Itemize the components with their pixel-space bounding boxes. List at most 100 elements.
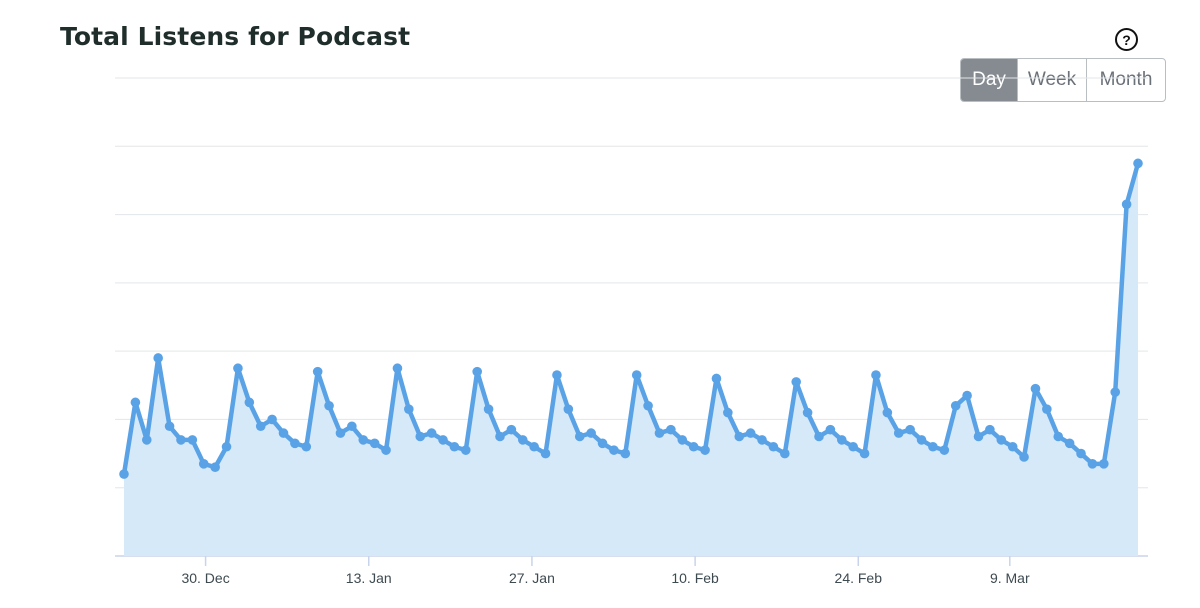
data-point bbox=[1110, 387, 1121, 397]
data-point bbox=[916, 435, 927, 445]
x-tick-label: 27. Jan bbox=[509, 570, 555, 586]
data-point bbox=[347, 421, 357, 432]
data-point bbox=[597, 438, 608, 449]
data-point bbox=[324, 400, 334, 411]
data-point bbox=[233, 363, 243, 374]
x-tick-label: 13. Jan bbox=[346, 570, 392, 586]
data-point bbox=[540, 448, 551, 459]
data-point bbox=[654, 428, 665, 438]
series-area bbox=[124, 163, 1138, 556]
data-point bbox=[1053, 431, 1064, 442]
data-point bbox=[848, 441, 858, 452]
data-point bbox=[517, 435, 528, 445]
data-point bbox=[791, 377, 802, 387]
data-point bbox=[244, 397, 255, 408]
data-point bbox=[210, 462, 220, 473]
data-point bbox=[552, 370, 562, 380]
data-point bbox=[1076, 448, 1086, 459]
data-point bbox=[1042, 404, 1052, 414]
data-point bbox=[290, 438, 300, 449]
data-point bbox=[460, 445, 471, 455]
page-title: Total Listens for Podcast bbox=[60, 22, 411, 51]
data-point bbox=[187, 435, 198, 445]
range-month-button[interactable]: Month bbox=[1099, 69, 1153, 90]
data-point bbox=[985, 424, 995, 435]
data-point bbox=[666, 424, 676, 435]
data-point bbox=[893, 428, 904, 438]
data-point bbox=[757, 435, 767, 445]
data-point bbox=[278, 428, 289, 438]
data-point bbox=[768, 441, 779, 452]
data-point bbox=[404, 404, 414, 414]
data-point bbox=[928, 441, 938, 452]
x-tick-label: 9. Mar bbox=[990, 570, 1030, 586]
data-point bbox=[734, 431, 745, 442]
data-point bbox=[483, 404, 494, 414]
data-point bbox=[1064, 438, 1075, 449]
data-point bbox=[301, 441, 312, 452]
data-point bbox=[939, 445, 950, 455]
data-point bbox=[859, 448, 870, 459]
data-point bbox=[574, 431, 585, 442]
data-point bbox=[255, 421, 266, 432]
question-circle-icon[interactable]: ? bbox=[1115, 28, 1138, 51]
data-point bbox=[996, 435, 1007, 445]
data-point bbox=[609, 445, 619, 455]
data-point bbox=[335, 428, 346, 438]
data-point bbox=[392, 363, 403, 374]
data-point bbox=[198, 459, 209, 469]
x-tick-label: 30. Dec bbox=[181, 570, 229, 586]
data-point bbox=[221, 441, 232, 452]
data-point bbox=[1007, 441, 1018, 452]
data-point bbox=[495, 431, 505, 442]
data-point bbox=[426, 428, 437, 438]
data-point bbox=[871, 370, 881, 380]
data-point bbox=[780, 448, 790, 459]
data-point bbox=[1121, 199, 1132, 210]
x-tick-label: 10. Feb bbox=[671, 570, 719, 586]
data-point bbox=[973, 431, 984, 442]
data-point bbox=[119, 469, 129, 479]
data-point bbox=[130, 397, 141, 408]
data-point bbox=[802, 407, 813, 418]
x-tick-label: 24. Feb bbox=[835, 570, 883, 586]
data-point bbox=[1087, 459, 1098, 469]
data-point bbox=[643, 400, 653, 411]
data-point bbox=[176, 435, 186, 445]
data-point bbox=[688, 441, 699, 452]
data-point bbox=[962, 390, 972, 401]
data-point bbox=[711, 373, 722, 384]
data-point bbox=[836, 435, 847, 445]
data-point bbox=[1019, 452, 1029, 462]
data-point bbox=[905, 424, 915, 435]
data-point bbox=[586, 428, 596, 438]
data-point bbox=[506, 424, 517, 435]
data-point bbox=[1133, 158, 1143, 169]
data-point bbox=[358, 435, 369, 445]
data-point bbox=[164, 421, 175, 432]
data-point bbox=[381, 445, 391, 455]
data-point bbox=[745, 428, 756, 438]
range-selector: Day Week Month bbox=[960, 58, 1166, 102]
data-point bbox=[369, 438, 380, 449]
data-point bbox=[700, 445, 710, 455]
data-point bbox=[141, 435, 152, 445]
data-point bbox=[438, 435, 448, 445]
data-point bbox=[153, 353, 163, 363]
data-point bbox=[267, 414, 277, 425]
data-point bbox=[631, 370, 642, 380]
range-day-button[interactable]: Day bbox=[961, 59, 1018, 101]
data-point bbox=[814, 431, 824, 442]
data-point bbox=[529, 441, 539, 452]
data-point bbox=[723, 407, 733, 418]
data-point bbox=[1099, 459, 1109, 469]
data-point bbox=[449, 441, 460, 452]
data-point bbox=[563, 404, 574, 414]
data-point bbox=[825, 424, 836, 435]
data-point bbox=[677, 435, 688, 445]
data-point bbox=[620, 448, 631, 459]
data-point bbox=[950, 400, 961, 411]
data-point bbox=[472, 366, 482, 377]
range-week-button[interactable]: Week bbox=[1018, 59, 1087, 101]
